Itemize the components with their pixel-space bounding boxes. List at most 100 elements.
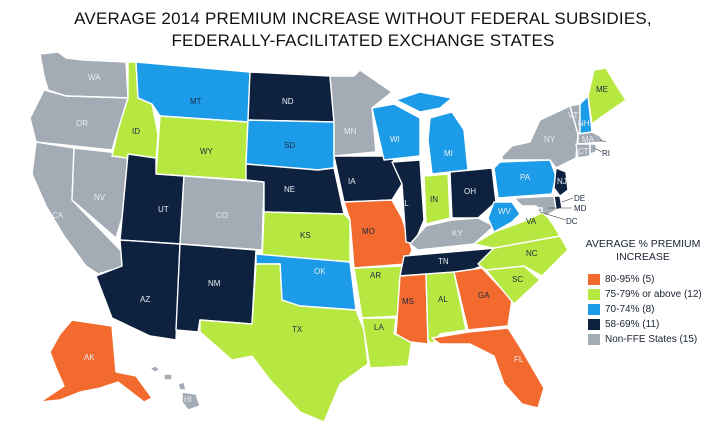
state-me — [587, 67, 627, 125]
label-ky: KY — [452, 229, 463, 238]
state-va — [473, 211, 561, 249]
label-wa: WA — [88, 73, 101, 82]
label-de: DE — [574, 194, 585, 203]
legend-label: 70-74% (8) — [605, 304, 655, 315]
state-ct — [575, 143, 591, 159]
legend-swatch — [588, 274, 600, 285]
label-wy: WY — [200, 147, 214, 156]
legend-swatch — [588, 334, 600, 345]
label-mi: MI — [444, 149, 453, 158]
label-fl: FL — [514, 355, 524, 364]
label-va: VA — [526, 217, 537, 226]
legend-item: Non-FFE States (15) — [588, 334, 723, 345]
legend-item: 58-69% (11) — [588, 319, 723, 330]
state-ia — [333, 155, 403, 203]
label-nm: NM — [208, 279, 221, 288]
label-sc: SC — [512, 275, 523, 284]
state-mi — [427, 111, 469, 175]
state-mo — [343, 199, 413, 269]
state-ma — [577, 131, 605, 145]
legend-label: Non-FFE States (15) — [605, 334, 698, 345]
legend: AVERAGE % PREMIUM INCREASE 80-95% (5) 75… — [586, 238, 723, 345]
label-id: ID — [132, 127, 140, 136]
label-tn: TN — [438, 257, 449, 266]
legend-item: 70-74% (8) — [588, 304, 723, 315]
label-co: CO — [216, 211, 228, 220]
label-mo: MO — [362, 227, 375, 236]
label-nv: NV — [94, 193, 106, 202]
legend-label: 75-79% or above (12) — [605, 289, 702, 300]
label-pa: PA — [520, 173, 531, 182]
state-wa — [39, 51, 129, 99]
label-dc: DC — [566, 217, 578, 226]
state-wv — [487, 201, 521, 233]
label-ut: UT — [158, 205, 169, 214]
state-ks — [261, 211, 351, 263]
label-me: ME — [596, 85, 608, 94]
label-sd: SD — [284, 141, 295, 150]
label-tx: TX — [292, 325, 303, 334]
label-wv: WV — [498, 207, 512, 216]
state-ky — [409, 217, 495, 251]
label-hi: HI — [184, 395, 192, 404]
label-mt: MT — [190, 97, 202, 106]
state-hi — [149, 365, 201, 411]
map-title: AVERAGE 2014 PREMIUM INCREASE WITHOUT FE… — [0, 8, 726, 52]
legend-label: 58-69% (11) — [605, 319, 660, 330]
legend-title: AVERAGE % PREMIUM INCREASE — [558, 238, 726, 264]
label-nc: NC — [526, 249, 538, 258]
label-ca: CA — [52, 211, 64, 220]
state-mi-up — [395, 91, 453, 113]
legend-swatch — [588, 319, 600, 330]
label-ar: AR — [370, 271, 381, 280]
state-dc — [537, 207, 543, 213]
state-wi — [371, 103, 421, 161]
legend-label: 80-95% (5) — [605, 274, 655, 285]
state-oh — [449, 167, 497, 219]
label-nd: ND — [282, 97, 294, 106]
label-ma: MA — [582, 135, 595, 144]
state-fl — [431, 327, 545, 409]
legend-item: 75-79% or above (12) — [588, 289, 723, 300]
legend-swatch — [588, 289, 600, 300]
label-ia: IA — [348, 177, 356, 186]
title-line-2: FEDERALLY-FACILITATED EXCHANGE STATES — [171, 31, 555, 50]
label-il: IL — [402, 199, 409, 208]
callout-lines — [539, 139, 607, 221]
label-oh: OH — [464, 187, 476, 196]
state-in — [423, 173, 451, 225]
label-in: IN — [430, 195, 438, 204]
label-ms: MS — [402, 297, 414, 306]
label-ri: RI — [602, 149, 610, 158]
legend-swatch — [588, 304, 600, 315]
legend-item: 80-95% (5) — [588, 274, 723, 285]
label-az: AZ — [140, 295, 150, 304]
legend-title-line-2: INCREASE — [616, 251, 670, 263]
state-nj — [553, 167, 569, 197]
state-ri — [589, 143, 597, 155]
label-ks: KS — [300, 231, 311, 240]
state-ny — [501, 105, 579, 169]
state-md — [513, 195, 557, 217]
label-vt: VT — [568, 111, 578, 120]
state-ak — [39, 319, 153, 403]
state-nm — [175, 243, 257, 333]
state-tx — [199, 263, 369, 423]
label-ne: NE — [284, 185, 295, 194]
label-ok: OK — [314, 267, 326, 276]
label-al: AL — [438, 295, 448, 304]
label-wi: WI — [390, 135, 400, 144]
label-ct: CT — [578, 147, 589, 156]
label-ak: AK — [84, 353, 95, 362]
label-mn: MN — [344, 127, 357, 136]
label-nh: NH — [578, 119, 590, 128]
title-line-1: AVERAGE 2014 PREMIUM INCREASE WITHOUT FE… — [74, 9, 652, 28]
state-ga — [453, 267, 513, 331]
label-ga: GA — [478, 291, 490, 300]
legend-title-line-1: AVERAGE % PREMIUM — [585, 238, 701, 250]
label-ny: NY — [544, 135, 556, 144]
label-la: LA — [374, 323, 384, 332]
label-nj: NJ — [557, 177, 567, 186]
label-md: MD — [574, 204, 587, 213]
